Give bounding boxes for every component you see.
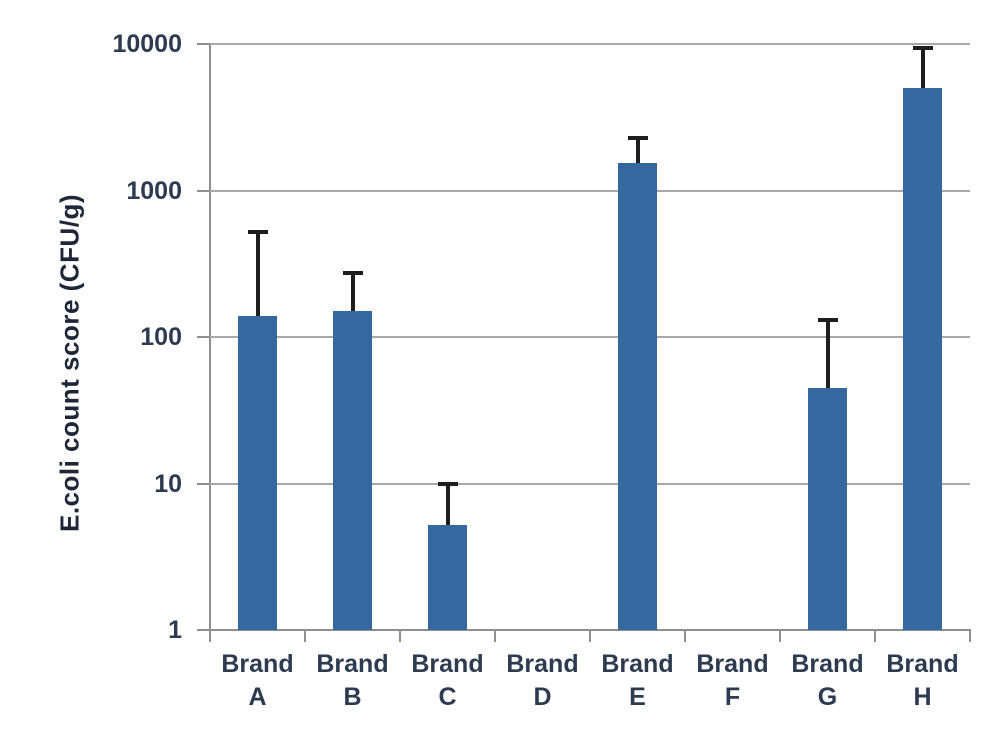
bar-brand-g bbox=[808, 387, 847, 630]
bar-brand-e bbox=[618, 162, 657, 630]
x-label-line1-brand-g: Brand bbox=[791, 650, 864, 678]
x-label-line1-brand-d: Brand bbox=[506, 650, 579, 678]
y-tick-label-1: 1 bbox=[168, 616, 182, 644]
x-tick-3 bbox=[494, 630, 496, 642]
x-tick-2 bbox=[399, 630, 401, 642]
x-label-line1-brand-f: Brand bbox=[696, 650, 769, 678]
x-tick-4 bbox=[589, 630, 591, 642]
x-tick-label-brand-g: Brand G bbox=[781, 648, 875, 714]
y-tick-label-100: 100 bbox=[140, 323, 182, 351]
gridline-10000 bbox=[210, 43, 970, 45]
x-tick-label-brand-h: Brand H bbox=[876, 648, 970, 714]
plot-area bbox=[210, 43, 970, 630]
x-tick-label-brand-e: Brand E bbox=[591, 648, 685, 714]
x-label-line2-brand-b: B bbox=[343, 683, 362, 711]
bar-brand-h bbox=[903, 88, 942, 630]
x-label-line2-brand-g: G bbox=[817, 683, 838, 711]
error-whisker-brand-h bbox=[920, 47, 925, 89]
x-label-line2-brand-a: A bbox=[248, 683, 267, 711]
gridline-10 bbox=[210, 482, 970, 485]
x-tick-label-brand-c: Brand C bbox=[401, 648, 495, 714]
error-cap-brand-g bbox=[817, 318, 838, 323]
x-tick-label-brand-d: Brand D bbox=[496, 648, 590, 714]
y-tick-1 bbox=[197, 629, 210, 631]
y-tick-label-10000: 10000 bbox=[112, 30, 182, 58]
y-tick-10 bbox=[197, 482, 210, 485]
x-tick-label-brand-b: Brand B bbox=[306, 648, 400, 714]
x-tick-5 bbox=[684, 630, 686, 642]
bar-brand-c bbox=[428, 525, 467, 630]
x-tick-7 bbox=[874, 630, 876, 642]
x-label-line2-brand-e: E bbox=[629, 683, 646, 711]
error-whisker-brand-b bbox=[350, 272, 355, 312]
y-tick-label-10: 10 bbox=[154, 469, 182, 498]
error-whisker-brand-c bbox=[445, 483, 450, 526]
x-label-line1-brand-h: Brand bbox=[886, 650, 959, 678]
x-label-line2-brand-f: F bbox=[724, 683, 741, 711]
x-label-line1-brand-c: Brand bbox=[411, 650, 484, 678]
y-tick-label-1000: 1000 bbox=[126, 176, 182, 205]
x-tick-8 bbox=[969, 630, 971, 642]
y-tick-100 bbox=[197, 336, 210, 338]
x-tick-1 bbox=[304, 630, 306, 642]
x-label-line1-brand-a: Brand bbox=[221, 650, 294, 678]
error-whisker-brand-a bbox=[255, 232, 260, 316]
error-cap-brand-e bbox=[627, 135, 648, 140]
x-label-line1-brand-e: Brand bbox=[601, 650, 674, 678]
error-whisker-brand-g bbox=[825, 320, 830, 388]
error-cap-brand-h bbox=[912, 45, 933, 50]
bar-brand-b bbox=[333, 311, 372, 630]
x-label-line1-brand-b: Brand bbox=[316, 650, 389, 678]
error-cap-brand-a bbox=[247, 230, 268, 235]
error-cap-brand-b bbox=[342, 270, 363, 275]
x-label-line2-brand-d: D bbox=[533, 683, 552, 711]
y-tick-10000 bbox=[197, 43, 210, 45]
y-tick-1000 bbox=[197, 189, 210, 192]
error-cap-brand-c bbox=[437, 481, 458, 486]
x-tick-0 bbox=[209, 630, 211, 642]
gridline-100 bbox=[210, 336, 970, 338]
error-whisker-brand-e bbox=[635, 137, 640, 163]
x-label-line2-brand-h: H bbox=[913, 683, 932, 711]
x-tick-label-brand-f: Brand F bbox=[686, 648, 780, 714]
bar-brand-a bbox=[238, 315, 277, 630]
x-tick-6 bbox=[779, 630, 781, 642]
x-label-line2-brand-c: C bbox=[438, 683, 457, 711]
x-tick-label-brand-a: Brand A bbox=[211, 648, 305, 714]
gridline-1000 bbox=[210, 189, 970, 192]
